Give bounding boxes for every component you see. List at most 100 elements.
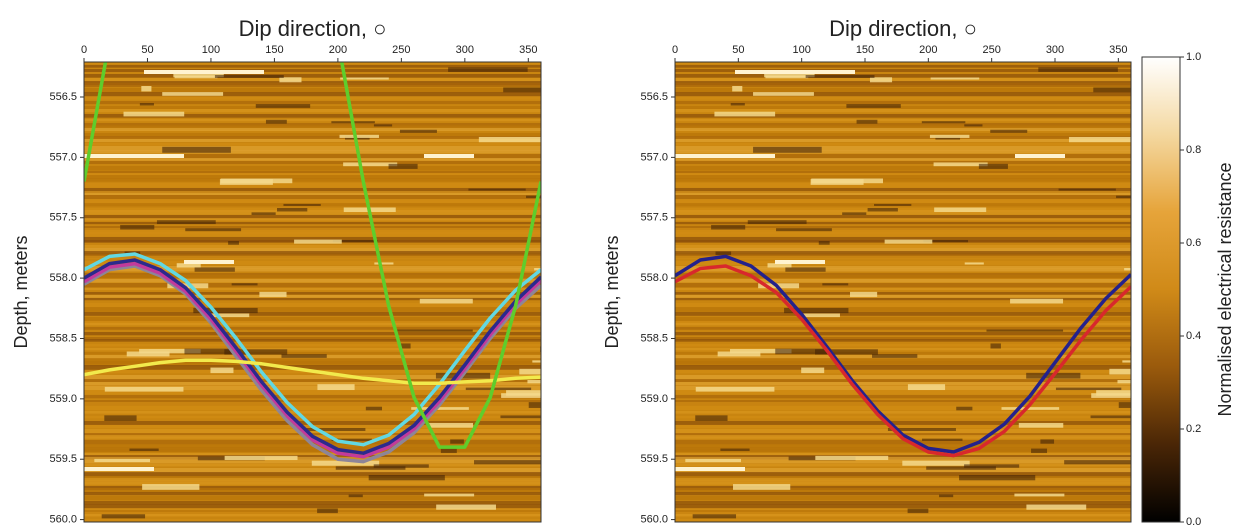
texture-band <box>675 78 1131 83</box>
colorbar-tick-label: 0.4 <box>1186 330 1201 342</box>
texture-streak <box>144 70 264 74</box>
colorbar <box>1141 56 1181 523</box>
texture-band <box>84 96 541 100</box>
texture-streak <box>733 484 791 490</box>
texture-band <box>675 232 1131 237</box>
texture-streak <box>311 460 380 466</box>
texture-streak <box>764 72 815 78</box>
texture-band <box>84 402 541 406</box>
fit-curve <box>675 254 1131 454</box>
chart-title: Dip direction, ○ <box>829 16 977 41</box>
colorbar-tick-label: 1.0 <box>1186 51 1201 63</box>
texture-streak <box>775 260 825 264</box>
texture-band <box>675 128 1131 132</box>
texture-streak <box>964 262 984 265</box>
x-tick-label: 200 <box>329 44 347 56</box>
texture-band <box>84 125 541 130</box>
texture-band <box>84 201 541 205</box>
texture-band <box>675 402 1131 406</box>
texture-streak <box>675 467 745 471</box>
texture-streak <box>720 448 750 452</box>
texture-band <box>675 363 1131 367</box>
texture-band <box>84 339 541 342</box>
texture-streak <box>411 407 469 410</box>
texture-streak <box>930 77 980 80</box>
image-panel <box>675 62 1131 522</box>
texture-band <box>675 295 1131 298</box>
texture-band <box>84 119 541 122</box>
texture-streak <box>141 86 152 92</box>
texture-band <box>84 74 541 78</box>
texture-streak <box>436 504 496 510</box>
texture-streak <box>228 241 239 245</box>
texture-band <box>84 279 541 283</box>
y-tick-label: 558.0 <box>49 272 77 284</box>
texture-streak <box>1090 415 1131 419</box>
texture-band <box>675 268 1131 272</box>
texture-band <box>84 337 541 341</box>
texture-band <box>84 114 541 118</box>
texture-streak <box>167 283 209 289</box>
texture-band <box>84 65 541 68</box>
texture-band <box>84 472 541 477</box>
texture-streak <box>120 224 155 230</box>
texture-streak <box>283 203 321 206</box>
texture-band <box>84 222 541 225</box>
texture-streak <box>1001 407 1060 410</box>
x-tick-label: 50 <box>141 44 153 56</box>
texture-band <box>675 444 1131 449</box>
texture-band <box>84 317 541 320</box>
y-tick-label: 558.5 <box>49 332 77 344</box>
texture-band <box>84 92 541 97</box>
texture-streak <box>279 77 302 83</box>
texture-streak <box>210 313 250 318</box>
texture-streak <box>1064 460 1131 465</box>
texture-band <box>675 429 1131 434</box>
texture-streak <box>711 224 746 230</box>
texture-band <box>84 251 541 255</box>
texture-streak <box>474 460 541 465</box>
texture-band <box>84 191 541 194</box>
texture-streak <box>729 349 792 354</box>
texture-band <box>84 166 541 171</box>
y-tick-label: 559.5 <box>640 453 668 465</box>
texture-band <box>675 175 1131 179</box>
texture-band <box>675 339 1131 342</box>
texture-band <box>84 390 541 395</box>
y-tick-label: 557.5 <box>49 212 77 224</box>
texture-band <box>84 109 541 113</box>
texture-streak <box>374 262 394 265</box>
texture-band <box>675 248 1131 253</box>
texture-band <box>84 171 541 174</box>
fit-curve <box>84 264 541 464</box>
texture-streak <box>428 422 474 428</box>
texture-band <box>84 139 541 142</box>
colorbar-tick-label: 0.2 <box>1186 423 1201 435</box>
chart-title: Dip direction, ○ <box>239 16 387 41</box>
texture-band <box>675 245 1131 249</box>
texture-streak <box>526 195 541 199</box>
texture-streak <box>468 188 526 191</box>
texture-band <box>675 321 1131 325</box>
texture-streak <box>775 348 832 355</box>
texture-streak <box>1124 267 1131 271</box>
texture-band <box>84 486 541 490</box>
texture-streak <box>747 220 807 225</box>
texture-band <box>675 292 1131 295</box>
texture-band <box>675 109 1131 113</box>
texture-streak <box>388 163 418 169</box>
texture-band <box>84 136 541 139</box>
texture-streak <box>84 467 154 471</box>
x-tick-label: 250 <box>392 44 410 56</box>
texture-band <box>675 210 1131 215</box>
texture-band <box>84 457 541 460</box>
texture-streak <box>675 154 775 158</box>
texture-streak <box>419 298 473 304</box>
texture-streak <box>340 77 389 80</box>
texture-band <box>675 323 1131 326</box>
y-tick-label: 557.5 <box>640 212 668 224</box>
texture-band <box>675 188 1131 193</box>
x-tick-label: 0 <box>81 44 87 56</box>
fit-curve <box>675 264 1131 458</box>
texture-band <box>84 440 541 445</box>
